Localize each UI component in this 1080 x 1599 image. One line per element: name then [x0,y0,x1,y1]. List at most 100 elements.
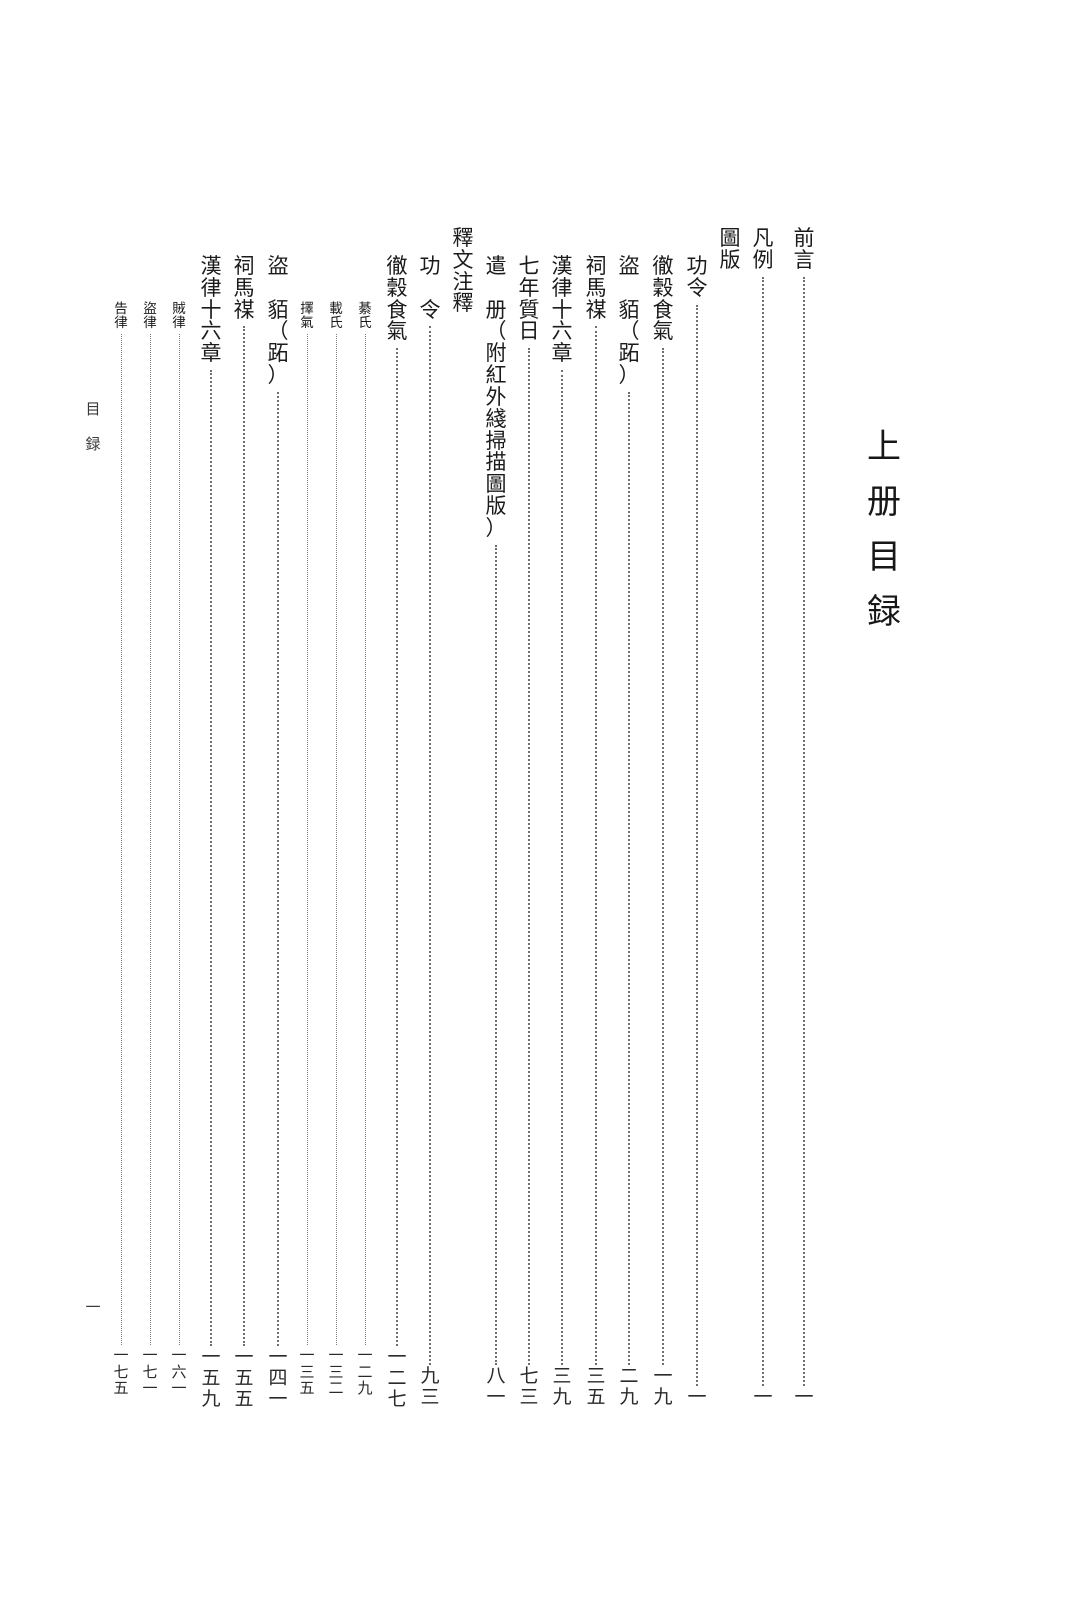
toc-label-char: 文 [452,247,474,272]
toc-page-number: 一七一 [139,1347,161,1397]
toc-label-char: 例 [752,247,774,272]
page-title-char: 上 [867,427,901,467]
toc-label-char: 日 [518,319,540,344]
toc-entry-label: 擇氣 [300,302,314,330]
toc-page-number: 一六一 [168,1347,190,1397]
toc-page-number-char: 一 [142,1379,158,1397]
toc-entry-preface[interactable]: 前言 [789,227,819,1386]
toc-page-number-char: 二 [328,1379,344,1397]
toc-page-number-char: 五 [201,1366,221,1389]
toc-entry-transcription-daozhi[interactable]: 盜 貊（跖） [263,254,293,1346]
toc-label-char: 律 [551,275,573,300]
toc-label-char: 律 [114,315,128,332]
toc-entry-transcription-daolu[interactable]: 盜律 [139,302,161,1345]
toc-page-number-char: 一 [794,1386,814,1408]
page-title: 上册目録 [856,420,912,640]
toc-page-number: 八一 [481,1366,511,1408]
toc-page-number: 一二七 [382,1347,412,1410]
toc-label-char: 遣 [485,254,507,278]
toc-entry-label: 功令 [687,255,708,300]
toc-dot-leader [429,326,431,1365]
toc-entry-transcription-zaishi[interactable]: 載氏 [325,302,347,1345]
toc-page-number-char: 一 [201,1346,221,1368]
toc-entry-plates-funerary-inventory[interactable]: 遣 册（附紅外綫掃描圖版） [481,254,511,1365]
toc-label-char: 紅 [485,363,507,388]
toc-page-number-char: 一 [486,1385,506,1408]
toc-entry-transcription-gaolu[interactable]: 告律 [110,302,132,1345]
toc-entry-transcription-qishi[interactable]: 綦氏 [354,302,376,1345]
toc-page-number-char: 九 [619,1385,639,1408]
page-title-char: 册 [867,482,901,523]
toc-dot-leader [595,326,597,1365]
toc-entry-plates-gongling[interactable]: 功令 [682,255,712,1386]
toc-label-char: （ [267,319,289,344]
toc-dot-leader [178,334,180,1345]
toc-page-number-char: 一 [328,1346,344,1364]
toc-entry-plates-chegu-shiqi[interactable]: 徹穀食氣 [648,254,678,1365]
toc-dot-leader [762,276,764,1386]
toc-label-char: 氏 [358,315,372,332]
toc-label-char: 外 [485,384,507,409]
toc-label-char: 附 [485,341,507,366]
toc-entry-general-notes[interactable]: 凡例 [748,227,778,1386]
toc-entry-transcription-zeilu[interactable]: 賊律 [168,302,190,1345]
toc-page-number-char: 一 [113,1346,129,1364]
toc-entry-label: 徹穀食氣 [652,254,674,343]
toc-entry-label: 徹穀食氣 [387,255,408,343]
toc-label-char: 跖 [618,341,640,366]
toc-entry-label: 載氏 [329,302,343,330]
toc-label-char: 徹 [652,254,674,278]
toc-entry-plates-simamei[interactable]: 祠馬禖 [581,254,611,1365]
toc-entry-transcription-chegu-shiqi[interactable]: 徹穀食氣 [382,255,412,1346]
toc-label-char: 年 [518,275,540,300]
toc-entry-label: 凡例 [752,227,774,272]
toc-entry-plates-seventh-year-daybook[interactable]: 七年質日 [514,254,544,1365]
toc-page-number-char: 一 [653,1365,673,1387]
toc-label-char: 十 [551,297,573,322]
toc-entry-plates-section-header: 圖版 [715,227,745,272]
toc-page-number-char: 一 [357,1346,373,1364]
toc-dot-leader [803,276,805,1386]
toc-entry-label: 祠馬禖 [585,254,607,321]
toc-label-char: 言 [793,247,815,272]
toc-page-number-char: 二 [619,1365,639,1387]
toc-page-number-char: 八 [486,1365,506,1387]
toc-page-number-char: 三 [328,1362,344,1381]
toc-label-char: 盜 [267,254,289,278]
toc-label-char: 令 [419,297,441,322]
toc-entry-transcription-simamei[interactable]: 祠馬禖 [229,255,259,1346]
toc-page-number-char: 七 [113,1362,129,1381]
toc-label-char: 賊 [172,301,186,317]
toc-page-number: 一七五 [110,1347,132,1397]
toc-label-char: 跖 [267,341,289,366]
toc-label-char: 釋 [452,291,474,316]
toc-page-number-char: 五 [234,1366,254,1389]
toc-entry-transcription-zeqi[interactable]: 擇氣 [296,302,318,1345]
toc-page-number-char: 一 [387,1346,407,1368]
toc-entry-transcription-hanlu-sixteen-chapters[interactable]: 漢律十六章 [196,255,226,1346]
toc-entry-plates-daozhi[interactable]: 盜 貊（跖） [614,255,644,1365]
toc-entry-plates-hanlu-sixteen-chapters[interactable]: 漢律十六章 [547,255,577,1365]
toc-label-char: 版 [485,494,507,519]
toc-label-char: 質 [518,297,540,322]
toc-entry-label: 七年質日 [518,254,540,344]
toc-page-number-char: 七 [142,1362,158,1381]
toc-label-char: 告 [114,301,128,317]
folio-number: 一 [85,1298,101,1316]
toc-entry-label: 賊律 [172,302,186,330]
toc-page-number: 一三五 [296,1347,318,1397]
toc-entry-transcription-gongling[interactable]: 功 令 [415,255,445,1365]
toc-label-char: 祠 [585,254,607,278]
toc-label-char: 注 [452,269,474,294]
toc-page-number: 三九 [547,1366,577,1408]
toc-dot-leader [243,326,245,1346]
toc-label-char: 綦 [358,301,372,317]
toc-dot-leader [396,348,398,1346]
toc-dot-leader [306,334,308,1345]
toc-label-char: 綫 [485,406,507,431]
toc-page-number-char: 九 [201,1387,221,1410]
toc-label-char: 七 [518,254,540,278]
toc-page-number-char: 三 [299,1362,315,1381]
toc-dot-leader [120,334,122,1345]
